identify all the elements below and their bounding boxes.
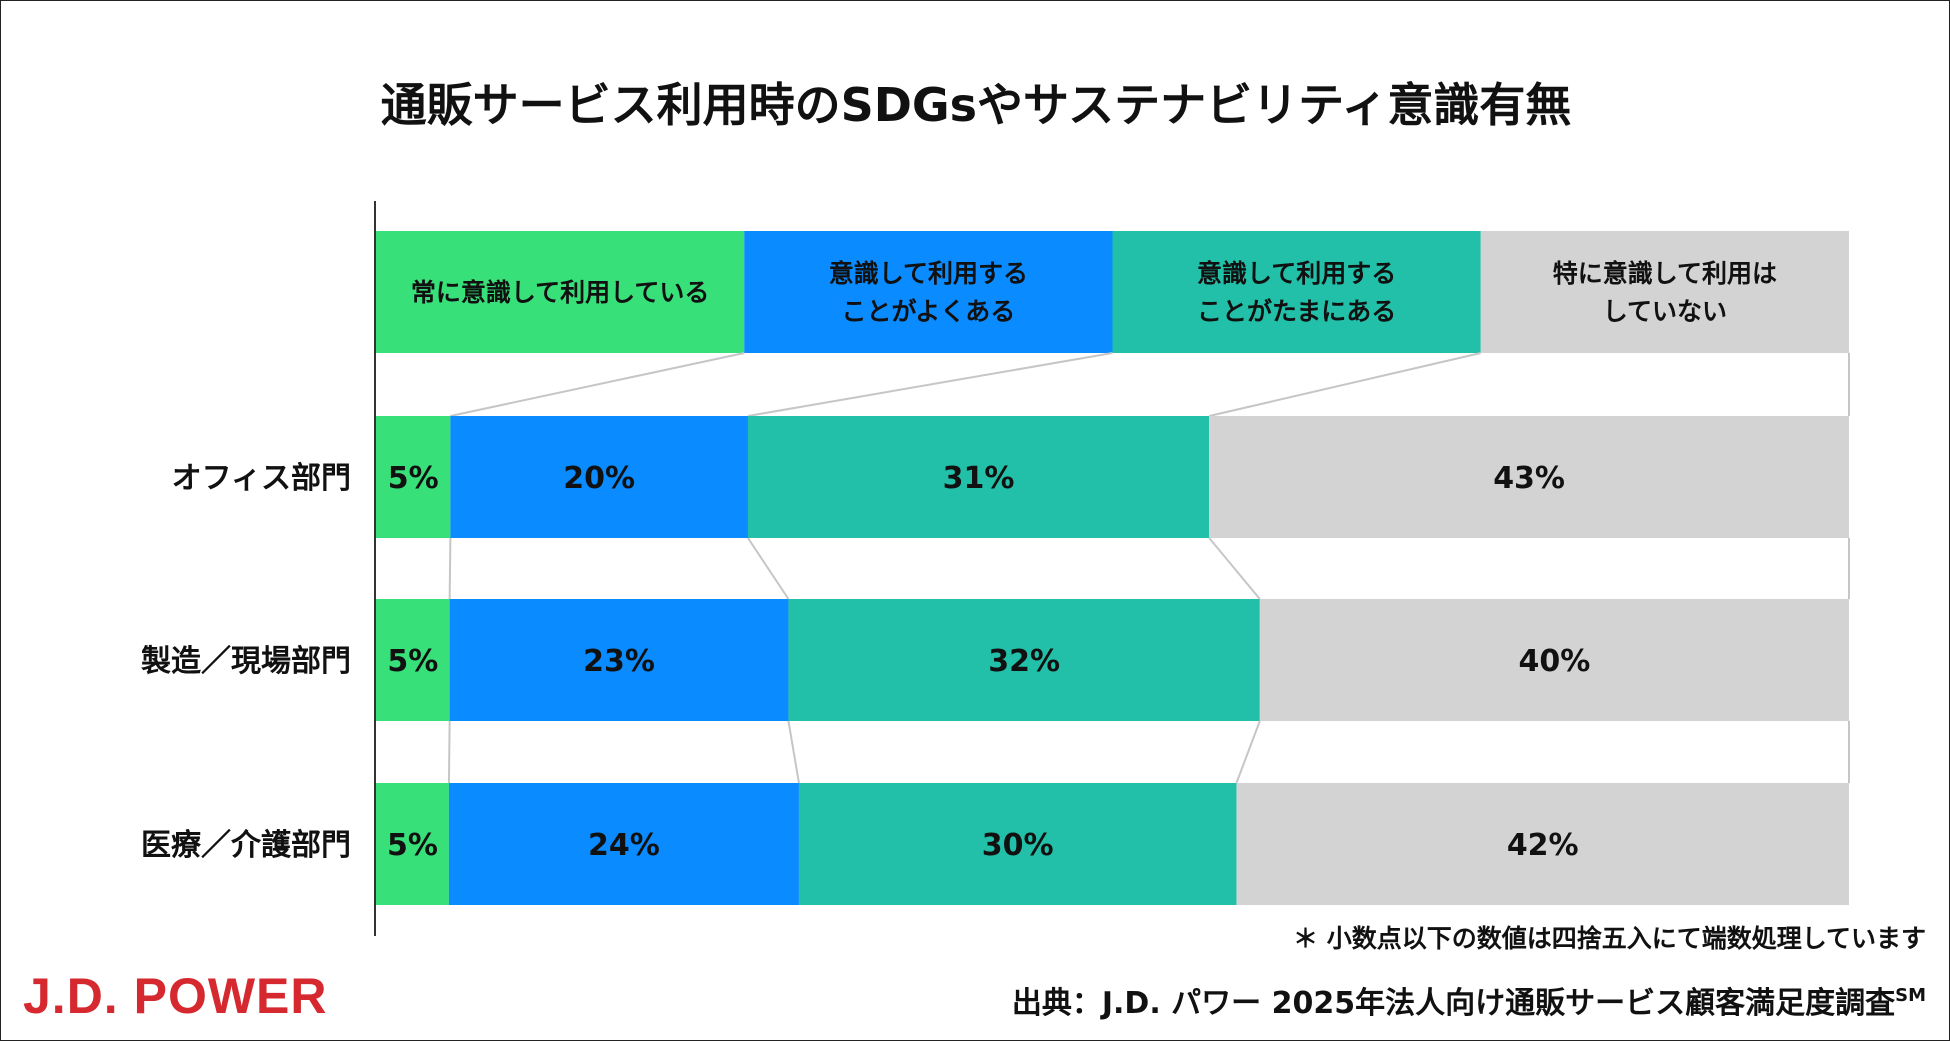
chart-title: 通販サービス利用時のSDGsやサステナビリティ意識有無 xyxy=(381,78,1572,132)
data-label-1-3: 31% xyxy=(943,461,1015,496)
legend-swatch-3 xyxy=(1112,231,1481,353)
bar-segment-2-3 xyxy=(788,599,1260,721)
bar-segment-1-1 xyxy=(376,416,451,538)
category-label-1: オフィス部門 xyxy=(172,461,351,496)
bar-segment-3-2 xyxy=(448,783,799,905)
bar-segment-1-2 xyxy=(450,416,748,538)
connector-line xyxy=(448,537,452,600)
data-label-2-2: 23% xyxy=(583,644,655,679)
connector-line xyxy=(1208,352,1481,417)
bar-segment-3-3 xyxy=(798,783,1237,905)
data-label-3-1: 5% xyxy=(387,828,438,863)
connector-line xyxy=(450,352,745,417)
jd-power-logo: J.D. POWER xyxy=(23,968,327,1024)
data-label-1-1: 5% xyxy=(388,461,439,496)
data-label-1-4: 43% xyxy=(1493,461,1565,496)
connector-line xyxy=(747,537,790,600)
legend-label-line: 特に意識して利用は xyxy=(1553,259,1777,288)
bar-segment-1-4 xyxy=(1209,416,1849,538)
data-label-1-2: 20% xyxy=(563,461,635,496)
legend-label-1: 常に意識して利用している xyxy=(411,278,710,307)
data-label-3-3: 30% xyxy=(982,828,1054,863)
connector-line xyxy=(1208,537,1261,600)
data-label-3-4: 42% xyxy=(1507,828,1579,863)
bar-segment-2-1 xyxy=(376,599,450,721)
source-text: 出典：J.D. パワー 2025年法人向け通販サービス顧客満足度調査SM xyxy=(1012,985,1926,1021)
connector-line xyxy=(447,720,451,784)
connector-line xyxy=(1235,720,1261,784)
source-mark: SM xyxy=(1895,985,1926,1006)
category-label-3: 医療／介護部門 xyxy=(141,828,351,863)
bars: 5% 20% 31% 43% 5% 23% 32% 40% 5% 24% 30% 42% xyxy=(376,416,1849,905)
data-label-2-3: 32% xyxy=(988,644,1060,679)
legend-label-line: ことがよくある xyxy=(841,297,1015,326)
connector-line xyxy=(787,720,800,784)
legend-label-4: 特に意識して利用はしていない xyxy=(1553,259,1777,326)
data-label-2-4: 40% xyxy=(1518,644,1590,679)
segment-connectors xyxy=(447,352,1850,784)
data-label-2-1: 5% xyxy=(387,644,438,679)
bar-segment-1-3 xyxy=(747,416,1210,538)
legend-label-2: 意識して利用することがよくある xyxy=(829,259,1028,326)
footnote: ＊ 小数点以下の数値は四捨五入にて端数処理しています xyxy=(1293,924,1926,953)
category-label-2: 製造／現場部門 xyxy=(141,644,351,679)
connector-line xyxy=(747,352,1113,417)
legend-swatch-4 xyxy=(1480,231,1849,353)
data-label-3-2: 24% xyxy=(588,828,660,863)
legend-swatch-1 xyxy=(376,231,745,353)
legend-label-line: 意識して利用する xyxy=(829,259,1028,288)
legend-label-line: 意識して利用する xyxy=(1197,259,1396,288)
legend: 常に意識して利用している意識して利用することがよくある意識して利用することがたま… xyxy=(376,231,1849,353)
bar-segment-2-4 xyxy=(1259,599,1849,721)
legend-label-line: していない xyxy=(1603,297,1727,326)
bar-segment-3-4 xyxy=(1236,783,1849,905)
legend-swatch-2 xyxy=(744,231,1113,353)
legend-label-line: 常に意識して利用している xyxy=(411,278,710,307)
legend-label-line: ことがたまにある xyxy=(1197,297,1396,326)
bar-segment-3-1 xyxy=(376,783,449,905)
bar-segment-2-2 xyxy=(449,599,789,721)
legend-label-3: 意識して利用することがたまにある xyxy=(1197,259,1396,326)
source-main: 出典：J.D. パワー 2025年法人向け通販サービス顧客満足度調査 xyxy=(1012,986,1895,1021)
